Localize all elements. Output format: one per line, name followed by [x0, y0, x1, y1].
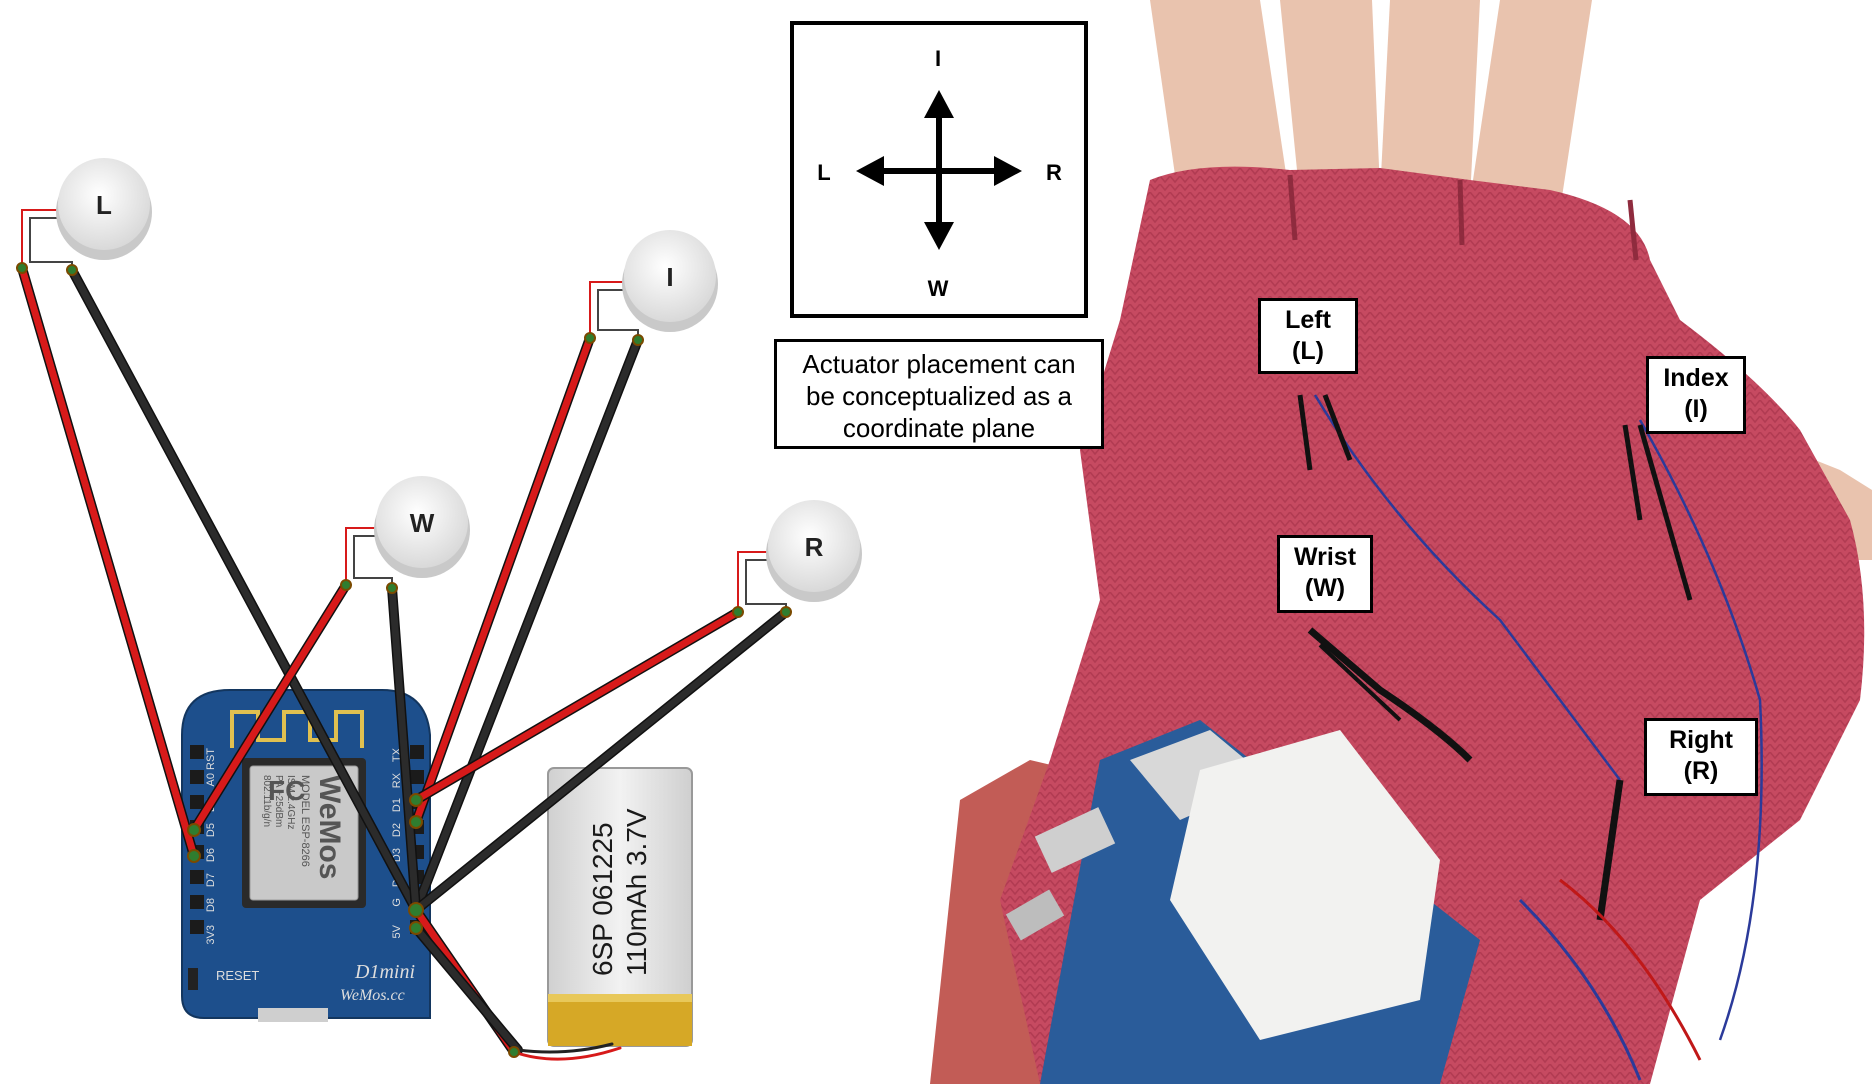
label-right-code: (R): [1683, 757, 1719, 785]
glove-wires: [1297, 394, 1763, 1081]
reset-button-shape: [188, 968, 198, 990]
board-spec2-text: PA +25dBm: [273, 775, 284, 827]
board-fc-text: FC: [268, 775, 305, 806]
motor-leads: [21, 209, 787, 612]
label-index-code: (I): [1684, 395, 1708, 423]
battery-line1: 6SP 061225: [587, 822, 618, 976]
label-wrist: Wrist (W): [1277, 535, 1373, 613]
motor-index: I: [622, 230, 718, 332]
reset-label: RESET: [216, 968, 259, 983]
label-index: Index (I): [1646, 356, 1746, 434]
coordinate-plane: I L R W: [790, 21, 1088, 318]
motor-wrist-label: W: [410, 508, 435, 538]
motor-left: L: [56, 158, 152, 260]
label-right: Right (R): [1644, 718, 1758, 796]
board-brand-text: WeMos: [313, 775, 346, 879]
motor-wrist: W: [374, 476, 470, 578]
caption-line: be conceptualized as a: [806, 381, 1072, 411]
battery-line2: 110mAh 3.7V: [621, 808, 652, 976]
plane-label-bottom: W: [928, 276, 949, 301]
pin-label: 5V: [391, 924, 403, 938]
label-index-name: Index: [1663, 364, 1729, 392]
glove-photo: [930, 0, 1872, 1084]
plane-label-top: I: [935, 46, 941, 71]
arrow-right-icon: [994, 156, 1022, 186]
caption-line: coordinate plane: [842, 413, 1036, 443]
pin-label: D1: [391, 798, 403, 812]
board-spec1-text: ISM 2.4GHz: [285, 775, 296, 829]
pin-label: RX: [391, 772, 403, 788]
arrow-up-icon: [924, 90, 954, 118]
motor-index-label: I: [666, 262, 673, 292]
pin-label: 3V3: [205, 925, 217, 945]
motor-right: R: [766, 500, 862, 602]
board-spec3-text: 802.11b/g/n: [261, 775, 272, 827]
label-wrist-name: Wrist: [1293, 543, 1357, 571]
board-site: WeMos.cc: [340, 987, 405, 1004]
pin-label: D8: [205, 898, 217, 912]
pin-label: G: [391, 898, 403, 907]
wire-joints: [16, 262, 792, 1058]
plane-label-left: L: [817, 160, 830, 185]
board-name: D1mini: [354, 961, 415, 983]
motor-left-label: L: [96, 190, 112, 220]
pin-label: A0: [205, 773, 217, 786]
circuit-diagram: FC WeMos MODEL ESP-8266 ISM 2.4GHz PA +2…: [16, 158, 862, 1061]
d1-mini-board: FC WeMos MODEL ESP-8266 ISM 2.4GHz PA +2…: [181, 689, 431, 1022]
pin-label: D5: [205, 823, 217, 837]
wires: [17, 263, 791, 1061]
label-wrist-code: (W): [1304, 574, 1346, 602]
board-model-text: MODEL ESP-8266: [299, 775, 311, 867]
battery: 6SP 061225 110mAh 3.7V: [547, 767, 693, 1047]
arrow-down-icon: [924, 222, 954, 250]
caption-line: Actuator placement can: [802, 349, 1076, 379]
label-left: Left (L): [1258, 298, 1358, 374]
finger-slots: [1287, 174, 1639, 261]
fingers: [1150, 0, 1872, 560]
pin-label: RST: [205, 748, 217, 770]
plane-label-right: R: [1046, 160, 1062, 185]
arrow-left-icon: [856, 156, 884, 186]
pin-label: D6: [205, 848, 217, 862]
glove-board: [1005, 720, 1480, 1084]
pin-label: D2: [391, 823, 403, 837]
pin-label: D7: [205, 873, 217, 887]
caption-box: Actuator placement can be conceptualized…: [774, 339, 1104, 449]
label-left-name: Left: [1285, 306, 1331, 334]
label-right-name: Right: [1669, 726, 1733, 754]
label-left-code: (L): [1292, 337, 1324, 365]
motor-right-label: R: [805, 532, 824, 562]
